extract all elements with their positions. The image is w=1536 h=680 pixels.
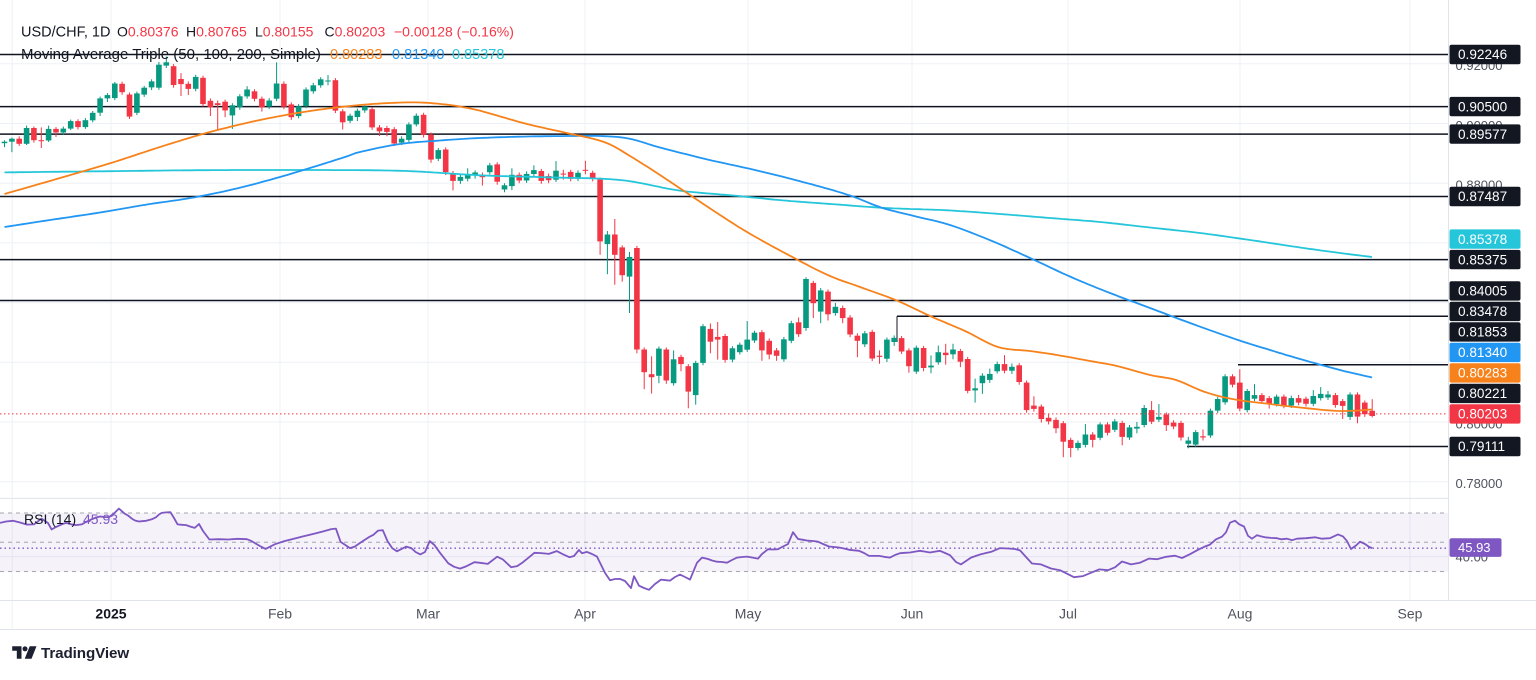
svg-text:Mar: Mar xyxy=(416,606,440,622)
svg-text:0.80283: 0.80283 xyxy=(1458,366,1507,381)
svg-text:2025: 2025 xyxy=(95,606,126,622)
svg-text:0.83478: 0.83478 xyxy=(1458,304,1507,319)
svg-text:0.85378: 0.85378 xyxy=(1458,232,1507,247)
svg-text:0.78000: 0.78000 xyxy=(1456,476,1503,491)
svg-text:May: May xyxy=(735,606,761,622)
svg-text:Feb: Feb xyxy=(268,606,292,622)
svg-text:L0.80155: L0.80155 xyxy=(255,24,314,40)
svg-text:Sep: Sep xyxy=(1398,606,1423,622)
svg-text:TradingView: TradingView xyxy=(41,645,129,662)
svg-text:0.87487: 0.87487 xyxy=(1458,189,1507,204)
svg-text:Apr: Apr xyxy=(574,606,596,622)
svg-text:Jul: Jul xyxy=(1059,606,1077,622)
svg-text:0.80203: 0.80203 xyxy=(1458,407,1507,422)
svg-text:0.85375: 0.85375 xyxy=(1458,252,1507,267)
svg-text:Moving Average Triple (50, 100: Moving Average Triple (50, 100, 200, Sim… xyxy=(21,46,321,63)
svg-text:−0.00128 (−0.16%): −0.00128 (−0.16%) xyxy=(394,24,514,40)
svg-text:0.81853: 0.81853 xyxy=(1458,325,1507,340)
svg-text:0.84005: 0.84005 xyxy=(1458,284,1507,299)
svg-text:0.81340: 0.81340 xyxy=(392,47,444,63)
svg-text:0.79111: 0.79111 xyxy=(1458,439,1505,454)
svg-text:0.92246: 0.92246 xyxy=(1458,47,1507,62)
svg-text:Aug: Aug xyxy=(1228,606,1253,622)
svg-text:0.80221: 0.80221 xyxy=(1458,386,1507,401)
svg-text:RSI (14): RSI (14) xyxy=(24,511,76,527)
svg-text:45.93: 45.93 xyxy=(83,511,118,527)
svg-text:0.81340: 0.81340 xyxy=(1458,345,1508,360)
svg-text:0.85378: 0.85378 xyxy=(452,47,504,63)
svg-text:45.93: 45.93 xyxy=(1458,540,1491,555)
svg-text:0.90500: 0.90500 xyxy=(1458,99,1508,114)
svg-text:C0.80203: C0.80203 xyxy=(325,24,386,40)
svg-text:0.80283: 0.80283 xyxy=(330,47,382,63)
svg-text:0.89577: 0.89577 xyxy=(1458,127,1507,142)
svg-text:H0.80765: H0.80765 xyxy=(186,24,247,40)
svg-text:USD/CHF, 1D: USD/CHF, 1D xyxy=(21,25,110,41)
svg-text:Jun: Jun xyxy=(901,606,924,622)
svg-text:O0.80376: O0.80376 xyxy=(117,24,179,40)
